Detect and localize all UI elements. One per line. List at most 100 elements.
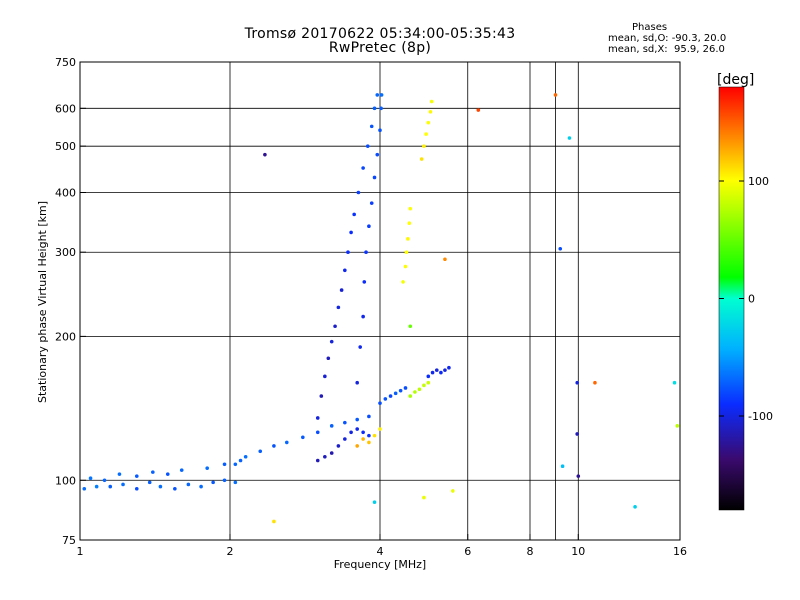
data-point xyxy=(173,486,177,491)
data-point xyxy=(422,144,426,148)
colorbar-ticks: 100 0 -100 xyxy=(719,175,773,423)
y-tick-label: 500 xyxy=(55,140,76,153)
data-point xyxy=(593,380,597,385)
data-point xyxy=(365,144,370,148)
data-point xyxy=(404,250,409,255)
data-point xyxy=(439,370,443,375)
data-point xyxy=(378,427,382,431)
data-point xyxy=(429,99,434,104)
data-point xyxy=(560,464,565,469)
data-point xyxy=(430,370,435,375)
data-point xyxy=(413,390,417,394)
data-point xyxy=(443,257,447,262)
data-point xyxy=(243,454,248,459)
colorbar-tick-label: 0 xyxy=(748,293,755,306)
chart-subtitle: RwPretec (8p) xyxy=(328,40,432,56)
data-point xyxy=(379,93,384,97)
data-point xyxy=(82,486,87,491)
data-point xyxy=(434,368,439,372)
data-point xyxy=(233,480,238,485)
data-point xyxy=(408,394,413,398)
data-point xyxy=(258,449,263,454)
data-point xyxy=(364,250,368,255)
data-point xyxy=(151,470,155,474)
data-point xyxy=(428,110,433,114)
data-point xyxy=(361,166,365,170)
data-point xyxy=(222,478,227,483)
data-point xyxy=(263,152,267,157)
data-point xyxy=(349,230,353,235)
data-point xyxy=(567,136,572,140)
data-point xyxy=(134,474,139,478)
data-points xyxy=(82,93,680,524)
data-point xyxy=(575,432,580,436)
data-point xyxy=(117,472,122,476)
grid-lines xyxy=(80,62,680,540)
data-point xyxy=(422,495,426,500)
data-point xyxy=(367,414,371,419)
data-point xyxy=(361,314,365,319)
data-point xyxy=(403,386,408,390)
y-tick-label: 100 xyxy=(55,474,76,487)
phases-o-mode: mean, sd,O: -90.3, 20.0 xyxy=(608,33,727,44)
x-tick-label: 8 xyxy=(527,545,534,558)
data-point xyxy=(94,484,99,489)
x-tick-label: 6 xyxy=(464,545,471,558)
data-point xyxy=(355,380,359,385)
data-point xyxy=(378,401,382,405)
data-point xyxy=(349,430,353,435)
data-point xyxy=(408,324,413,329)
data-point xyxy=(372,106,377,111)
data-point xyxy=(284,440,289,445)
data-point xyxy=(319,394,324,398)
data-point xyxy=(633,505,637,509)
data-point xyxy=(361,430,365,435)
data-point xyxy=(388,394,393,398)
data-point xyxy=(576,474,581,478)
data-point xyxy=(447,365,451,370)
data-point xyxy=(323,374,327,379)
data-point xyxy=(367,433,371,438)
data-point xyxy=(336,444,341,448)
data-point xyxy=(343,437,347,441)
data-point xyxy=(323,454,327,459)
data-point xyxy=(372,433,377,438)
data-point xyxy=(417,387,422,392)
data-point xyxy=(352,212,356,217)
y-tick-label: 200 xyxy=(55,330,76,343)
data-point xyxy=(329,424,334,428)
data-point xyxy=(398,388,403,393)
data-point xyxy=(407,221,412,226)
data-point xyxy=(355,417,359,422)
y-tick-label: 300 xyxy=(55,246,76,259)
chart-title: Tromsø 20170622 05:34:00-05:35:43 xyxy=(244,26,516,42)
y-tick-label: 75 xyxy=(62,534,76,547)
data-point xyxy=(383,397,388,401)
data-point xyxy=(222,462,227,467)
data-point xyxy=(422,383,426,388)
data-point xyxy=(315,458,320,463)
data-point xyxy=(369,201,374,205)
data-point xyxy=(158,484,163,489)
data-point xyxy=(401,280,405,284)
data-point xyxy=(358,345,362,349)
data-point xyxy=(329,339,334,344)
data-point xyxy=(558,246,563,251)
data-point xyxy=(329,451,334,455)
data-point xyxy=(426,374,431,379)
x-tick-label: 2 xyxy=(227,545,234,558)
data-point xyxy=(343,420,347,425)
data-point xyxy=(424,132,428,136)
data-point xyxy=(355,427,359,431)
data-point xyxy=(147,480,152,485)
x-axis-label: Frequency [MHz] xyxy=(334,558,426,571)
y-axis-label: Stationary phase Virtual Height [km] xyxy=(36,201,49,403)
data-point xyxy=(233,462,238,467)
data-point xyxy=(575,380,580,385)
data-point xyxy=(343,268,347,273)
y-tick-label: 400 xyxy=(55,186,76,199)
data-point xyxy=(108,484,113,489)
data-point xyxy=(451,489,455,493)
data-point xyxy=(419,157,424,161)
